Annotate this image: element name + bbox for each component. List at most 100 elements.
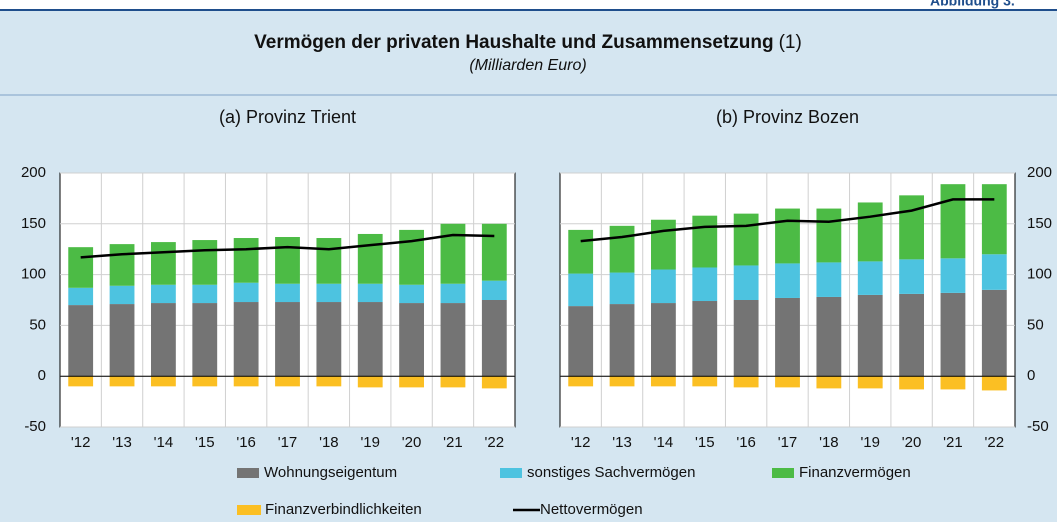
bar-segment [275, 237, 300, 284]
bar-segment [775, 208, 800, 264]
bar-segment [816, 296, 842, 377]
x-tick-label: '19 [360, 434, 380, 451]
bar-segment [151, 376, 176, 387]
title-group: Vermögen der privaten Haushalte und Zusa… [254, 32, 802, 53]
bar-segment [399, 284, 424, 304]
bar-segment [316, 283, 342, 303]
x-tick-label: '12 [71, 434, 91, 451]
bar-segment [775, 376, 800, 388]
y-tick-label: 50 [1027, 316, 1044, 333]
bar-segment [233, 302, 259, 377]
bar-segment [151, 242, 176, 285]
x-tick-label: '17 [278, 434, 298, 451]
bar-segment [609, 304, 635, 377]
title-note: (1) [779, 32, 802, 53]
x-tick-label: '21 [443, 434, 463, 451]
bar-segment [651, 219, 676, 270]
bar-segment [609, 376, 635, 387]
figure-label: Abbildung 3. [930, 0, 1015, 9]
x-tick-label: '13 [112, 434, 132, 451]
bar-segment [440, 376, 466, 388]
bar-segment [399, 376, 424, 388]
bar-segment [192, 376, 218, 387]
bar-segment [233, 376, 259, 387]
bar-segment [981, 289, 1007, 377]
bar-segment [857, 261, 883, 295]
bar-segment [233, 282, 259, 303]
bar-segment [68, 376, 94, 387]
bar-segment [981, 184, 1007, 255]
y-tick-label: 0 [1027, 367, 1035, 384]
bar-segment [316, 376, 342, 387]
bar-segment [857, 376, 883, 389]
bar-segment [692, 301, 718, 377]
bar-segment [440, 223, 466, 284]
bar-segment [940, 258, 966, 293]
bar-segment [68, 287, 94, 306]
bar-segment [109, 304, 135, 377]
bar-segment [151, 303, 176, 377]
x-tick-label: '15 [695, 434, 715, 451]
x-tick-label: '13 [612, 434, 632, 451]
bar-segment [568, 273, 594, 307]
x-tick-label: '20 [902, 434, 922, 451]
bar-segment [357, 283, 383, 303]
top-strip [0, 0, 1057, 10]
y-tick-label: 100 [1027, 266, 1052, 283]
bar-segment [357, 376, 383, 388]
bar-segment [940, 184, 966, 259]
bar-segment [192, 303, 218, 377]
bar-segment [68, 305, 94, 377]
y-tick-label: 200 [21, 164, 46, 181]
x-tick-label: '15 [195, 434, 215, 451]
y-tick-label: 150 [1027, 215, 1052, 232]
y-tick-label: 200 [1027, 164, 1052, 181]
bar-segment [275, 376, 300, 387]
bar-segment [399, 303, 424, 377]
legend-swatch [237, 505, 261, 515]
legend-label: sonstiges Sachvermögen [527, 464, 695, 481]
x-tick-label: '22 [485, 434, 505, 451]
bar-segment [316, 302, 342, 377]
x-tick-label: '16 [236, 434, 256, 451]
x-tick-label: '14 [154, 434, 174, 451]
bar-segment [899, 376, 924, 390]
bar-segment [151, 284, 176, 304]
bar-segment [899, 195, 924, 260]
bar-segment [399, 229, 424, 285]
x-tick-label: '16 [736, 434, 756, 451]
bar-segment [568, 306, 594, 377]
bar-segment [775, 263, 800, 298]
legend-label: Finanzvermögen [799, 464, 911, 481]
x-tick-label: '14 [654, 434, 674, 451]
y-tick-label: 100 [21, 266, 46, 283]
bar-segment [733, 265, 759, 300]
subplot-title: (a) Provinz Trient [219, 107, 356, 127]
bar-segment [357, 302, 383, 377]
bar-segment [816, 376, 842, 389]
bar-segment [940, 292, 966, 377]
y-tick-label: 150 [21, 215, 46, 232]
bar-segment [109, 376, 135, 387]
bar-segment [651, 376, 676, 387]
bar-segment [651, 303, 676, 377]
bar-segment [692, 376, 718, 387]
legend-swatch [500, 468, 522, 478]
bar-segment [733, 213, 759, 266]
bar-segment [481, 280, 507, 300]
y-tick-label: 0 [38, 367, 46, 384]
bar-segment [481, 300, 507, 377]
legend-swatch [772, 468, 794, 478]
bar-segment [899, 259, 924, 294]
bar-segment [775, 297, 800, 377]
x-tick-label: '19 [860, 434, 880, 451]
bar-segment [481, 223, 507, 281]
bar-segment [692, 267, 718, 302]
bar-segment [275, 302, 300, 377]
y-tick-label: -50 [24, 418, 46, 435]
bar-segment [316, 238, 342, 284]
bar-segment [568, 229, 594, 274]
bar-segment [275, 283, 300, 303]
net-line [580, 198, 995, 243]
